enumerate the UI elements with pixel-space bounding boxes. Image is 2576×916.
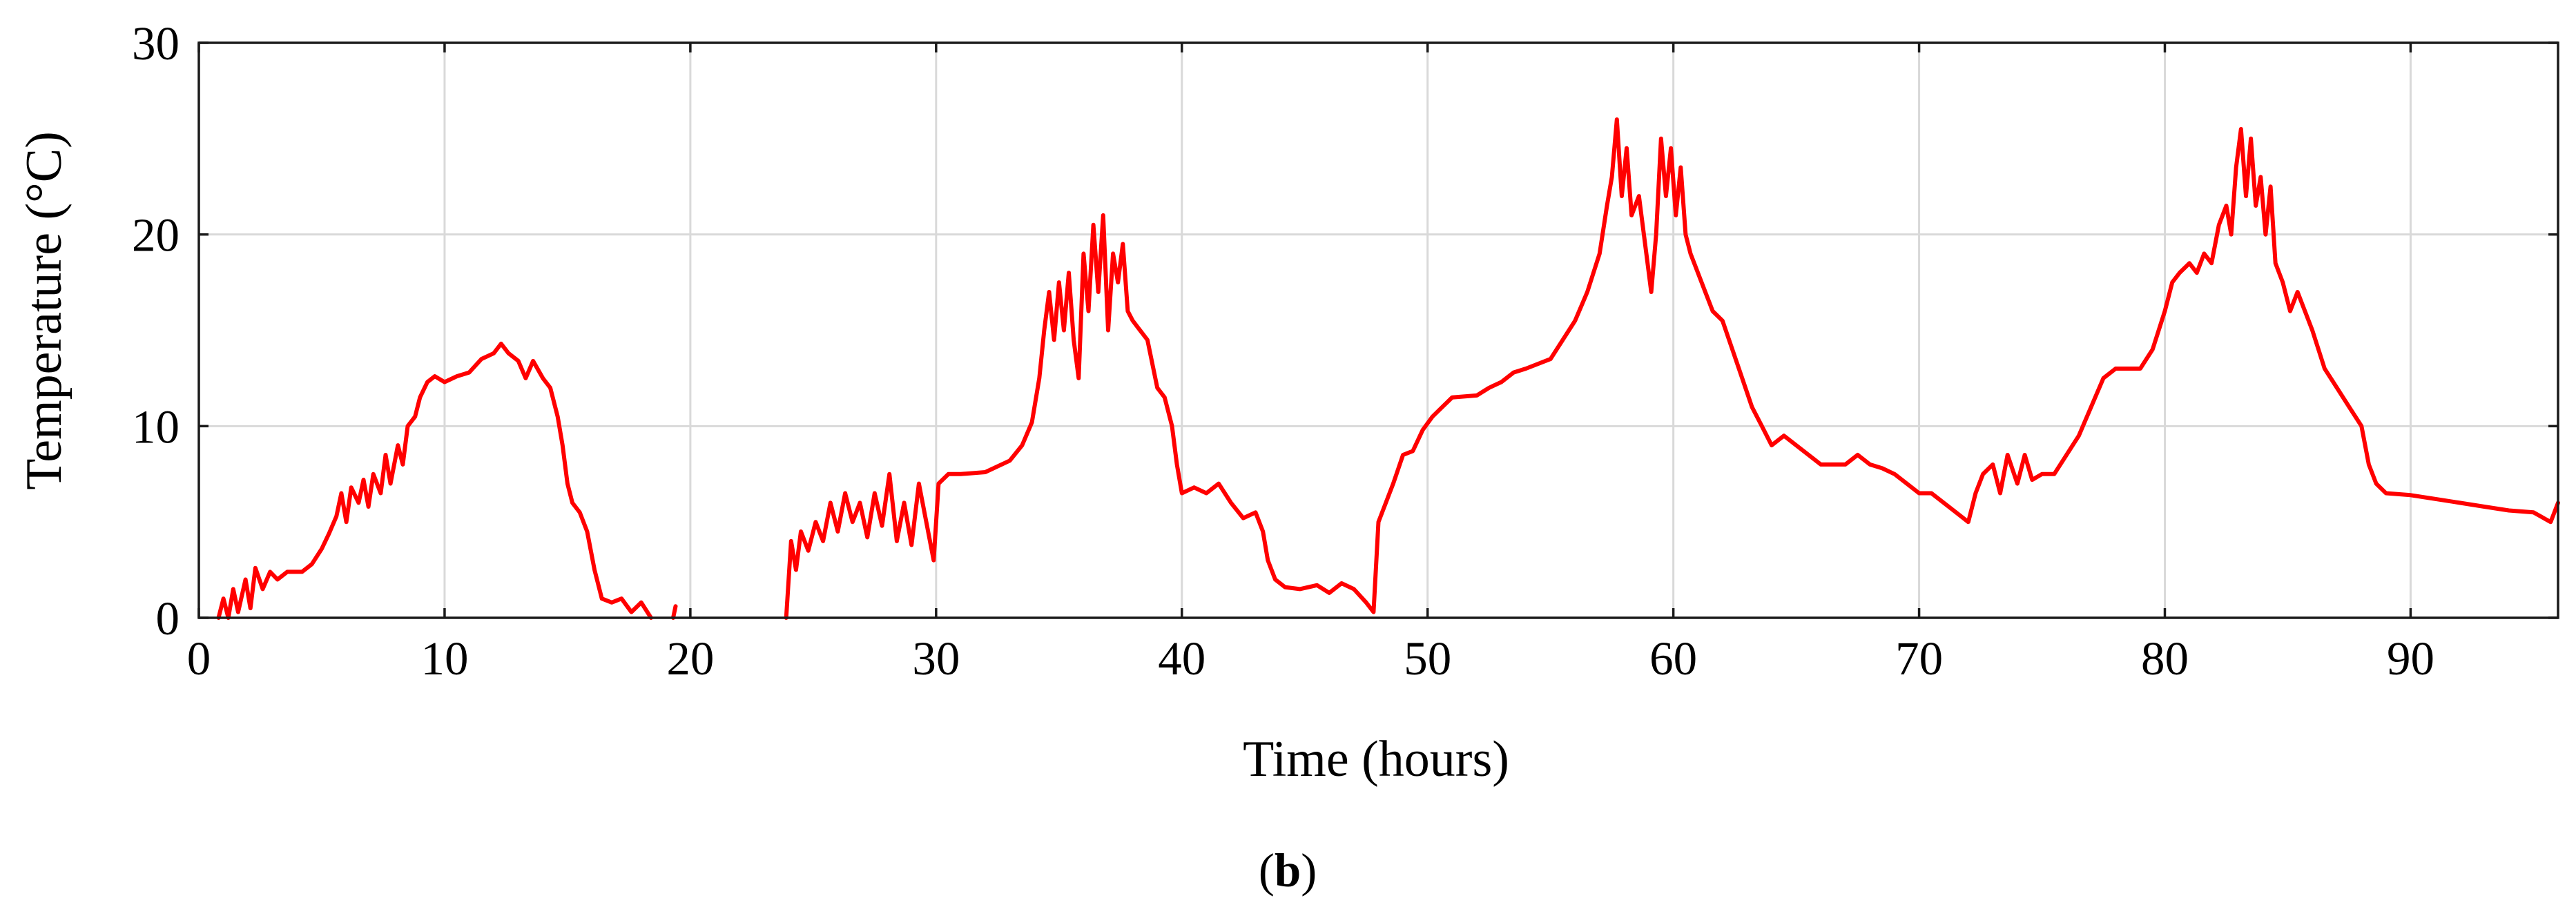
y-tick-label: 20 bbox=[132, 209, 180, 262]
x-tick-label: 60 bbox=[1649, 632, 1697, 685]
temperature-series-line bbox=[671, 604, 678, 620]
panel-label-letter: b bbox=[1275, 844, 1301, 897]
y-tick-labels: 0 10 20 30 bbox=[132, 17, 180, 645]
series-layer bbox=[216, 117, 2560, 620]
panel-label-close: ) bbox=[1301, 844, 1317, 897]
x-tick-label: 40 bbox=[1158, 632, 1205, 685]
x-tick-label: 90 bbox=[2387, 632, 2434, 685]
x-tick-label: 50 bbox=[1404, 632, 1451, 685]
x-tick-label: 10 bbox=[420, 632, 468, 685]
y-tick-label: 0 bbox=[156, 592, 180, 645]
y-tick-label: 10 bbox=[132, 400, 180, 453]
temperature-series-line bbox=[216, 341, 653, 620]
x-axis-label: Time (hours) bbox=[1243, 731, 1509, 788]
x-tick-label: 30 bbox=[912, 632, 960, 685]
x-tick-label: 20 bbox=[666, 632, 714, 685]
temperature-series-line bbox=[784, 117, 2560, 620]
axis-ticks bbox=[197, 41, 2558, 619]
panel-label-open: ( bbox=[1259, 844, 1275, 897]
grid-lines bbox=[199, 43, 2558, 618]
panel-label: (b) bbox=[1259, 844, 1317, 897]
x-tick-label: 0 bbox=[187, 632, 211, 685]
y-axis-label: Temperature (°C) bbox=[16, 131, 72, 490]
plot-frame bbox=[197, 41, 2559, 619]
y-tick-label: 30 bbox=[132, 17, 180, 70]
x-tick-labels: 0 10 20 30 40 50 60 70 80 90 bbox=[187, 632, 2434, 685]
x-tick-label: 80 bbox=[2141, 632, 2189, 685]
x-tick-label: 70 bbox=[1895, 632, 1943, 685]
